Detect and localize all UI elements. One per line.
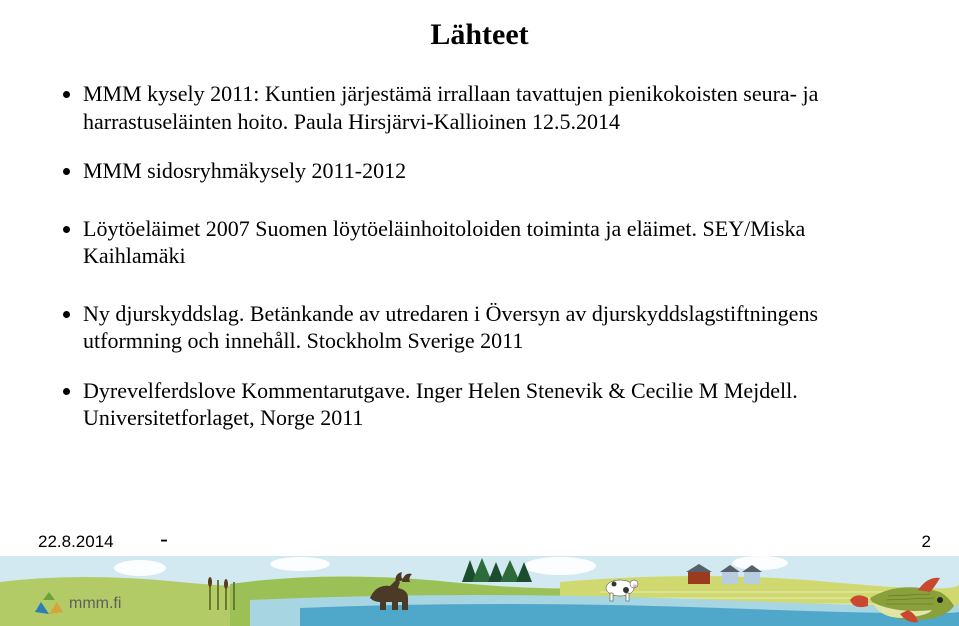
- logo-icon: [35, 590, 63, 618]
- footer: 22.8.2014 - 2: [0, 516, 959, 626]
- list-item: MMM kysely 2011: Kuntien järjestämä irra…: [83, 80, 905, 135]
- list-item: Dyrevelferdslove Kommentarutgave. Inger …: [83, 377, 905, 432]
- list-item: Ny djurskyddslag. Betänkande av utredare…: [83, 300, 905, 355]
- bullet-list: MMM kysely 2011: Kuntien järjestämä irra…: [55, 80, 905, 432]
- mmm-logo: mmm.fi: [35, 590, 121, 618]
- slide: Lähteet MMM kysely 2011: Kuntien järjest…: [0, 0, 959, 626]
- list-item: Löytöeläimet 2007 Suomen löytöeläinhoito…: [83, 215, 905, 270]
- logo-text: mmm.fi: [69, 595, 121, 613]
- footer-illustration: [0, 548, 959, 626]
- bullet-list-container: MMM kysely 2011: Kuntien järjestämä irra…: [55, 80, 905, 454]
- page-title: Lähteet: [0, 18, 959, 52]
- list-item: MMM sidosryhmäkysely 2011-2012: [83, 157, 905, 185]
